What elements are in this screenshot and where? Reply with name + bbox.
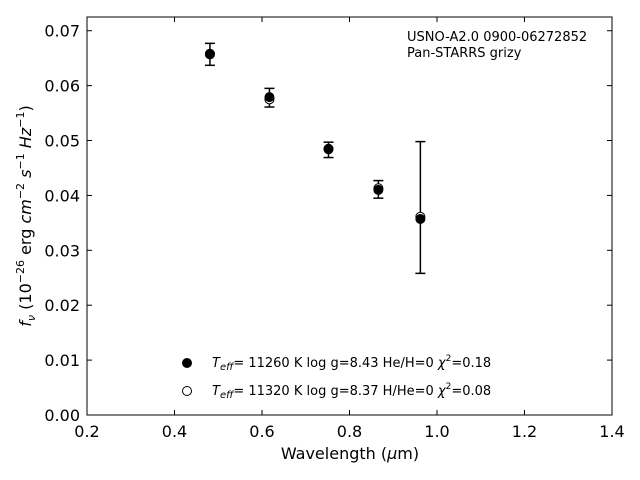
x-tick-label-6: 1.4 <box>599 422 624 441</box>
legend-label-2: Teff= 11320 K log g=8.37 H/He=0 χ2=0.08 <box>212 382 491 401</box>
y-tick-label-7: 0.07 <box>44 22 80 41</box>
y-tick-label-2: 0.02 <box>44 296 80 315</box>
point-filled-2 <box>323 143 334 154</box>
legend-label-1: Teff= 11260 K log g=8.43 He/H=0 χ2=0.18 <box>212 354 491 373</box>
y-tick-label-6: 0.06 <box>44 77 80 96</box>
x-tick-label-1: 0.4 <box>162 422 187 441</box>
y-tick-label-5: 0.05 <box>44 132 80 151</box>
x-axis-label: Wavelength (μm) <box>281 444 419 463</box>
y-tick-label-4: 0.04 <box>44 186 80 205</box>
legend-marker-open <box>182 386 192 396</box>
x-tick-label-2: 0.6 <box>249 422 274 441</box>
x-tick-label-4: 1.0 <box>424 422 449 441</box>
x-tick-label-0: 0.2 <box>74 422 99 441</box>
y-axis-label: fν (10−26 erg cm−2 s−1 Hz−1) <box>14 105 38 326</box>
point-filled-1 <box>264 92 275 103</box>
point-filled-4 <box>415 214 426 225</box>
legend-marker-filled <box>182 358 192 368</box>
y-tick-label-1: 0.01 <box>44 351 80 370</box>
x-tick-label-3: 0.8 <box>337 422 362 441</box>
point-filled-0 <box>204 48 215 59</box>
y-tick-label-3: 0.03 <box>44 241 80 260</box>
y-tick-label-0: 0.00 <box>44 406 80 425</box>
point-filled-3 <box>373 184 384 195</box>
legend: Teff= 11260 K log g=8.43 He/H=0 χ2=0.18 … <box>182 354 491 401</box>
annotation-line-1: USNO-A2.0 0900-06272852 <box>407 30 587 45</box>
annotation-line-2: Pan-STARRS grizy <box>407 46 522 61</box>
x-tick-label-5: 1.2 <box>512 422 537 441</box>
